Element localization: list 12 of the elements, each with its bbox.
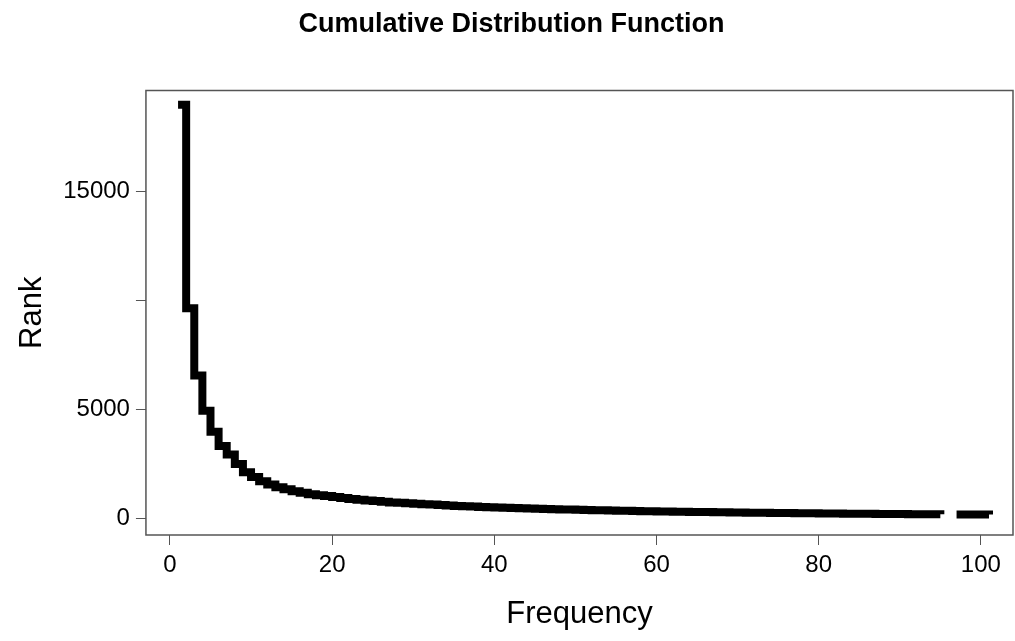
x-tick-label: 80 xyxy=(805,550,833,578)
y-axis-title: Rank xyxy=(13,276,49,349)
chart-title: Cumulative Distribution Function xyxy=(298,7,725,38)
x-tick-label: 40 xyxy=(480,550,508,578)
y-tick-label: 15000 xyxy=(63,176,130,204)
x-tick-label: 20 xyxy=(318,550,346,578)
x-tick-label: 0 xyxy=(163,550,177,578)
x-axis-title: Frequency xyxy=(506,594,654,630)
x-tick-label: 60 xyxy=(643,550,670,578)
y-tick-label: 0 xyxy=(116,503,130,531)
y-tick-label: 5000 xyxy=(76,394,130,422)
x-tick-label: 100 xyxy=(960,550,1001,578)
